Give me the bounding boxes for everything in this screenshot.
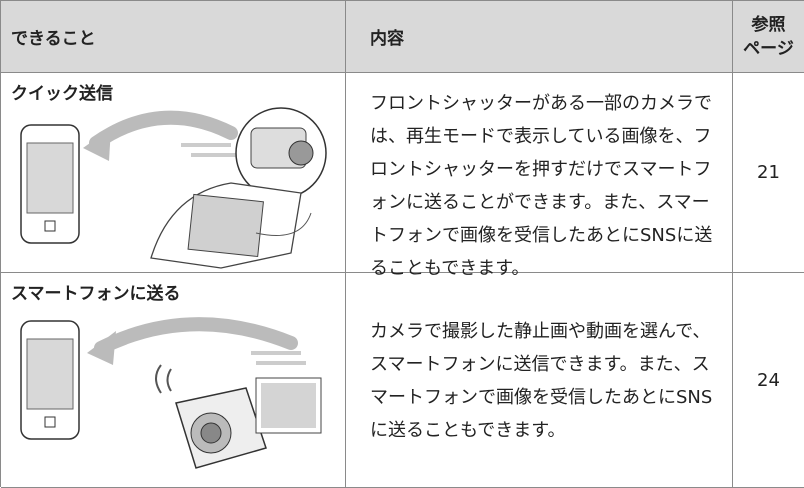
header-text: ページ: [743, 38, 794, 59]
illustration: [20, 107, 327, 269]
description: カメラで撮影した静止画や動画を選んで、スマートフォンに送信できます。また、スマー…: [370, 321, 713, 441]
page-number: 24: [757, 369, 780, 391]
header-cell: できること: [1, 1, 346, 73]
feature-title: クイック送信: [11, 84, 113, 104]
header-text: できること: [11, 29, 96, 49]
page-number: 21: [757, 162, 780, 183]
header-text: 参照: [751, 14, 786, 35]
description: フロントシャッターがある一部のカメラでは、再生モードで表示している画像を、フロン…: [370, 93, 713, 279]
feature-cell: クイック送信: [1, 73, 346, 273]
illustration: [20, 317, 322, 469]
header-text: 内容: [370, 29, 404, 49]
content-cell: カメラで撮影した静止画や動画を選んで、スマートフォンに送信できます。また、スマー…: [346, 273, 733, 488]
page-cell: 24: [733, 273, 804, 488]
header-cell: 内容: [346, 1, 733, 73]
feature-title: スマートフォンに送る: [11, 284, 181, 304]
content-cell: フロントシャッターがある一部のカメラでは、再生モードで表示している画像を、フロン…: [346, 73, 733, 279]
header-cell: 参照 ページ: [733, 1, 804, 73]
page-cell: 21: [733, 73, 804, 273]
feature-cell: スマートフォンに送る: [1, 273, 346, 488]
